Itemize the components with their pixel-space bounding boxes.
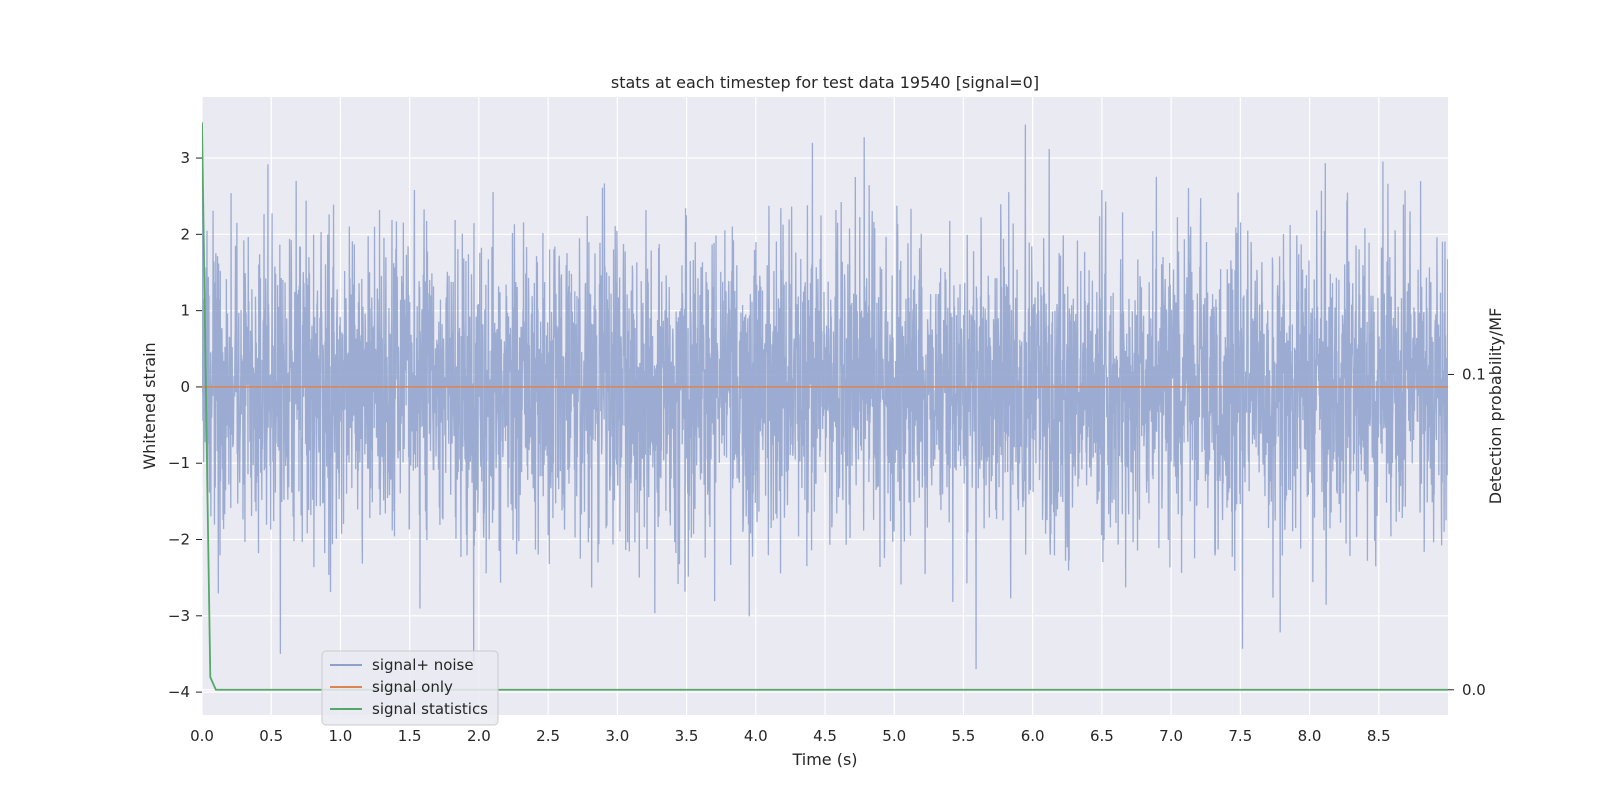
y-tick-label: 3 [180, 149, 190, 167]
x-tick-label: 6.0 [1021, 727, 1045, 745]
x-tick-label: 2.5 [536, 727, 560, 745]
y-tick-label: −4 [168, 683, 190, 701]
x-tick-label: 6.5 [1090, 727, 1114, 745]
y-tick-label: −1 [168, 454, 190, 472]
legend-label-signal-noise: signal+ noise [372, 656, 474, 674]
right-tick-label: 0.0 [1462, 681, 1486, 699]
x-tick-label: 0.5 [259, 727, 283, 745]
legend-label-signal-only: signal only [372, 678, 453, 696]
legend-box [321, 650, 499, 726]
y-tick-label: 1 [180, 302, 190, 320]
x-tick-label: 2.0 [467, 727, 491, 745]
x-tick-label: 8.0 [1298, 727, 1322, 745]
x-tick-label: 3.0 [605, 727, 629, 745]
legend-label-signal-statistics: signal statistics [372, 700, 488, 718]
x-axis-ticks: 0.0 0.5 1.0 1.5 2.0 2.5 3.0 3.5 4.0 4.5 5.0 5.5 6.0 6… [190, 727, 1391, 745]
x-tick-label: 4.0 [744, 727, 768, 745]
x-tick-label: 8.5 [1367, 727, 1391, 745]
chart-title: stats at each timestep for test data 195… [611, 73, 1039, 92]
x-tick-label: 4.5 [813, 727, 837, 745]
series-layer [202, 122, 1448, 691]
legend: signal+ noise signal only signal statist… [321, 650, 499, 726]
x-tick-label: 5.0 [882, 727, 906, 745]
y-tick-label: 2 [180, 225, 190, 243]
series-signal-statistics-line [202, 122, 1448, 691]
y-tick-label: 0 [180, 378, 190, 396]
y-tick-label: −2 [168, 531, 190, 549]
x-tick-label: 1.5 [398, 727, 422, 745]
right-tick-label: 0.1 [1462, 365, 1486, 383]
y-axis-label: Whitened strain [140, 342, 159, 469]
right-axis-ticks: 0.1 0.0 [1448, 365, 1486, 699]
x-tick-label: 7.5 [1228, 727, 1252, 745]
series-signal-noise-line [202, 124, 1448, 670]
x-tick-label: 1.0 [329, 727, 353, 745]
y-tick-label: −3 [168, 607, 190, 625]
x-axis-label: Time (s) [791, 750, 857, 769]
right-axis-label: Detection probability/MF [1486, 308, 1505, 505]
x-tick-label: 3.5 [675, 727, 699, 745]
x-tick-label: 5.5 [952, 727, 976, 745]
y-axis-ticks: 3 2 1 0 −1 −2 −3 −4 [168, 149, 202, 701]
x-tick-label: 7.0 [1159, 727, 1183, 745]
x-tick-label: 0.0 [190, 727, 214, 745]
